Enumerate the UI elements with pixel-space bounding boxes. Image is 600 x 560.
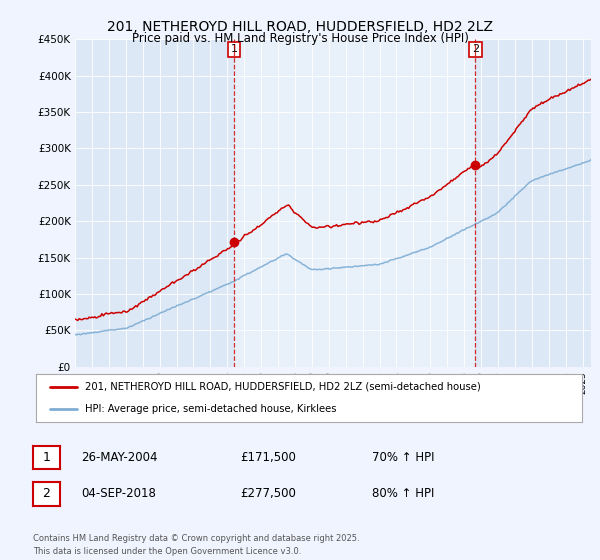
- Text: 2: 2: [472, 44, 479, 54]
- Text: 1: 1: [43, 451, 50, 464]
- Text: Contains HM Land Registry data © Crown copyright and database right 2025.
This d: Contains HM Land Registry data © Crown c…: [33, 534, 359, 556]
- Text: 04-SEP-2018: 04-SEP-2018: [81, 487, 156, 501]
- Text: Price paid vs. HM Land Registry's House Price Index (HPI): Price paid vs. HM Land Registry's House …: [131, 32, 469, 45]
- Text: 2: 2: [43, 487, 50, 501]
- Text: £277,500: £277,500: [240, 487, 296, 501]
- Text: 1: 1: [230, 44, 238, 54]
- Text: 70% ↑ HPI: 70% ↑ HPI: [372, 451, 434, 464]
- Text: 26-MAY-2004: 26-MAY-2004: [81, 451, 157, 464]
- Text: £171,500: £171,500: [240, 451, 296, 464]
- Text: 80% ↑ HPI: 80% ↑ HPI: [372, 487, 434, 501]
- Text: HPI: Average price, semi-detached house, Kirklees: HPI: Average price, semi-detached house,…: [85, 404, 337, 414]
- Text: 201, NETHEROYD HILL ROAD, HUDDERSFIELD, HD2 2LZ: 201, NETHEROYD HILL ROAD, HUDDERSFIELD, …: [107, 20, 493, 34]
- Bar: [234, 39, 475, 367]
- Text: 201, NETHEROYD HILL ROAD, HUDDERSFIELD, HD2 2LZ (semi-detached house): 201, NETHEROYD HILL ROAD, HUDDERSFIELD, …: [85, 382, 481, 392]
